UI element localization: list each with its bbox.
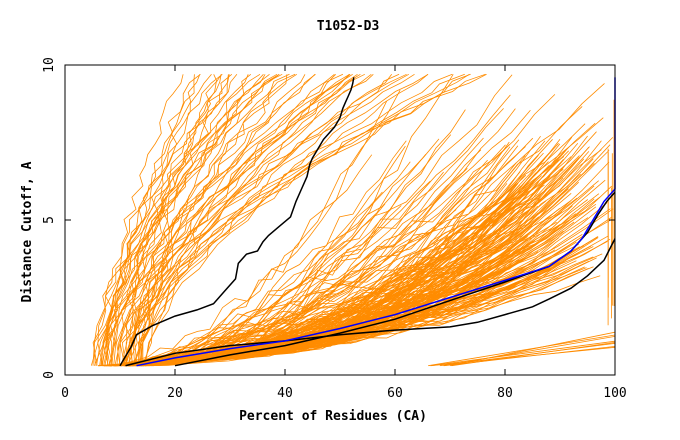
model-curve bbox=[120, 74, 230, 366]
model-curve bbox=[94, 73, 486, 366]
highlight-series-group bbox=[119, 77, 616, 367]
x-tick-label: 80 bbox=[497, 386, 513, 401]
model-curve bbox=[123, 73, 487, 366]
model-curve bbox=[144, 73, 429, 366]
y-tick-label: 10 bbox=[42, 57, 57, 73]
series-line-3 bbox=[136, 77, 616, 367]
model-curve bbox=[430, 340, 616, 367]
model-curve bbox=[125, 73, 316, 366]
model-curve bbox=[115, 253, 603, 367]
model-curve bbox=[141, 73, 358, 366]
model-curve bbox=[114, 146, 526, 367]
y-axis-label: Distance Cutoff, A bbox=[20, 161, 35, 302]
model-curve bbox=[134, 74, 218, 366]
model-curve bbox=[116, 74, 222, 366]
model-curve bbox=[104, 73, 415, 366]
y-axis: 0 5 10 bbox=[42, 57, 615, 379]
model-curve bbox=[450, 331, 616, 367]
model-curve bbox=[428, 334, 616, 367]
model-curve bbox=[146, 266, 585, 367]
model-curve bbox=[144, 73, 465, 366]
model-curve bbox=[127, 73, 298, 366]
model-curve bbox=[92, 73, 290, 366]
series-line-0 bbox=[119, 77, 355, 367]
model-curve bbox=[93, 73, 350, 366]
model-curve bbox=[128, 73, 344, 366]
model-curve bbox=[109, 215, 515, 367]
model-curve bbox=[119, 74, 288, 366]
model-curve bbox=[139, 73, 409, 366]
model-curve bbox=[106, 94, 556, 367]
y-tick-label: 5 bbox=[42, 216, 57, 224]
model-curve bbox=[439, 342, 616, 367]
model-curve bbox=[132, 73, 353, 366]
model-curve bbox=[142, 74, 306, 366]
model-curve bbox=[119, 154, 539, 367]
model-curve bbox=[115, 205, 402, 367]
x-axis-label: Percent of Residues (CA) bbox=[239, 409, 427, 424]
model-curve bbox=[121, 73, 470, 366]
model-curve bbox=[97, 73, 283, 366]
model-curve bbox=[139, 73, 278, 366]
x-axis: 0 20 40 60 80 100 bbox=[61, 65, 627, 401]
series-line-2 bbox=[174, 191, 616, 367]
model-curve bbox=[103, 74, 266, 366]
model-curve bbox=[443, 336, 616, 367]
model-curve bbox=[444, 346, 616, 367]
model-curve bbox=[140, 74, 336, 366]
model-curve bbox=[102, 94, 511, 367]
model-curve bbox=[97, 154, 373, 367]
y-tick-label: 0 bbox=[42, 371, 57, 379]
x-tick-label: 0 bbox=[61, 386, 69, 401]
series-line-1 bbox=[125, 238, 616, 367]
chart-title: T1052-D3 bbox=[317, 19, 380, 34]
model-curve bbox=[98, 138, 440, 367]
model-curve bbox=[100, 73, 365, 366]
x-tick-label: 100 bbox=[603, 386, 626, 401]
model-curve bbox=[138, 74, 229, 366]
x-tick-label: 60 bbox=[387, 386, 403, 401]
model-curve bbox=[101, 74, 184, 366]
x-tick-label: 20 bbox=[167, 386, 183, 401]
model-curve bbox=[92, 73, 223, 366]
model-curve bbox=[109, 73, 335, 366]
model-curve bbox=[132, 74, 393, 366]
x-tick-label: 40 bbox=[277, 386, 293, 401]
